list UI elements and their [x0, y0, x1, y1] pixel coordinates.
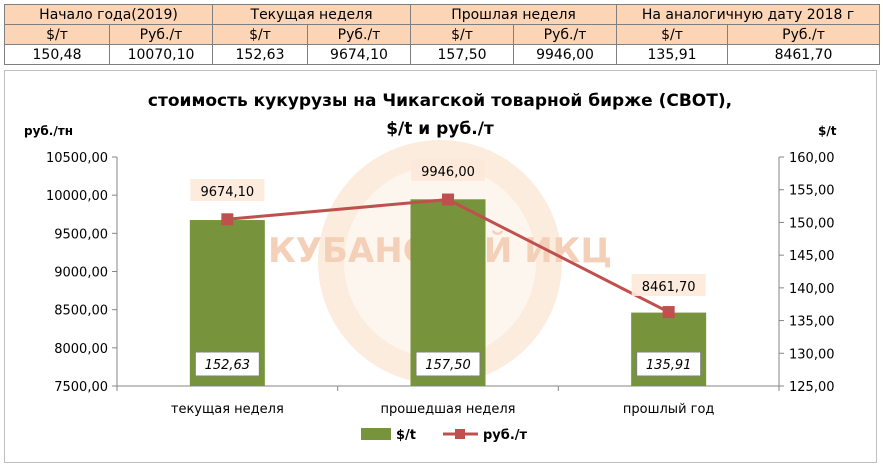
legend-line-label: руб./т [483, 428, 528, 443]
legend: $/t руб./т [361, 428, 528, 443]
value-cell: 10070,10 [109, 44, 213, 65]
right-tick-label: 125,00 [789, 380, 835, 395]
header-start-of-year: Начало года(2019) [4, 4, 213, 25]
category-label: прошедшая неделя [380, 402, 515, 417]
unit-cell: $/т [4, 24, 110, 45]
legend-line-marker [455, 429, 465, 439]
bar-value-label: 157,50 [425, 358, 471, 373]
right-tick-label: 160,00 [789, 151, 835, 166]
left-tick-label: 8500,00 [54, 304, 108, 319]
left-tick-label: 10000,00 [46, 189, 108, 204]
right-tick-label: 155,00 [789, 184, 835, 199]
line-point [221, 213, 234, 226]
header-current-week: Текущая неделя [211, 4, 412, 25]
line-value-box [411, 159, 485, 181]
value-cell: 9674,10 [306, 44, 412, 65]
line-value-label: 8461,70 [642, 280, 696, 295]
left-tick-label: 9500,00 [54, 227, 108, 242]
left-tick-label: 9000,00 [54, 266, 108, 281]
value-cell: 8461,70 [727, 44, 881, 65]
right-tick-label: 135,00 [789, 315, 835, 330]
right-tick-label: 150,00 [789, 216, 835, 231]
line-value-label: 9946,00 [421, 165, 475, 180]
value-cell: 152,63 [212, 44, 308, 65]
left-tick-label: 8000,00 [54, 342, 108, 357]
right-tick-label: 140,00 [789, 282, 835, 297]
line-value-label: 9674,10 [200, 185, 254, 200]
left-tick-label: 10500,00 [46, 151, 108, 166]
line-value-box [190, 179, 265, 201]
summary-table: Начало года(2019) Текущая неделя Прошлая… [4, 4, 881, 65]
line-value-box [631, 274, 706, 296]
bar-value-label: 152,63 [205, 358, 251, 373]
left-axis-label: руб./тн [24, 124, 73, 138]
legend-bar-label: $/t [396, 428, 416, 443]
chart-title-line2: $/t и руб./т [386, 119, 494, 139]
value-cell: 135,91 [616, 44, 729, 65]
bar-value-label: 135,91 [646, 358, 692, 373]
unit-cell: $/т [212, 24, 308, 45]
line-point [662, 306, 675, 319]
category-label: прошлый год [623, 402, 715, 417]
right-axis-label: $/t [818, 124, 837, 138]
line-series [221, 193, 675, 319]
line-point [442, 193, 454, 206]
legend-bar-swatch [361, 428, 391, 440]
category-label: текущая неделя [171, 402, 284, 417]
axes: 10500,00 10000,00 9500,00 9000,00 8500,00 800… [46, 151, 835, 417]
right-tick-label: 145,00 [789, 249, 835, 264]
bar-value-box [194, 351, 260, 377]
unit-cell: $/т [410, 24, 515, 45]
table-values-row: 150,48 10070,10 152,63 9674,10 157,50 99… [4, 44, 881, 65]
left-tick-label: 7500,00 [54, 380, 108, 395]
unit-cell: $/т [616, 24, 729, 45]
value-cell: 9946,00 [513, 44, 618, 65]
right-tick-label: 130,00 [789, 347, 835, 362]
unit-cell: Руб./т [109, 24, 213, 45]
chart-title-line1: стоимость кукурузы на Чикагской товарной… [148, 91, 732, 111]
bar-value-box [636, 351, 702, 377]
bar-value-box [415, 351, 481, 377]
table-units-row: $/т Руб./т $/т Руб./т $/т Руб./т $/т Руб… [4, 24, 881, 45]
header-last-week: Прошлая неделя [410, 4, 618, 25]
value-cell: 150,48 [4, 44, 110, 65]
value-cell: 157,50 [410, 44, 515, 65]
data-labels: 152,63 157,50 135,91 9674,10 9946,00 8461,70 [190, 159, 706, 377]
table-header-row: Начало года(2019) Текущая неделя Прошлая… [4, 4, 881, 25]
